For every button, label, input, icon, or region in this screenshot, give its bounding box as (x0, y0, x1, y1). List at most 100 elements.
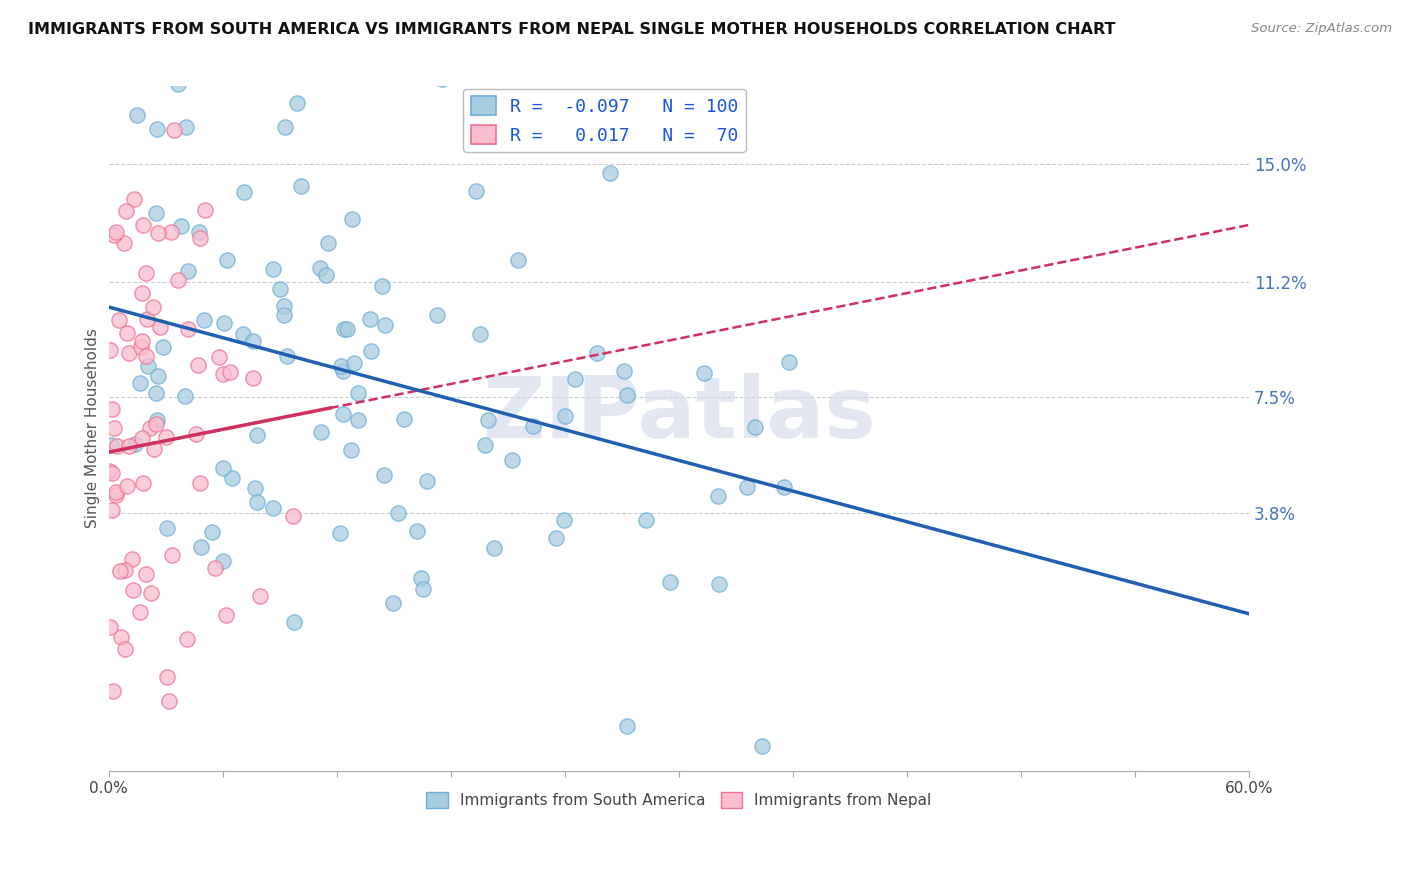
Point (212, 367, 235, 381)
Point (105, 488, 128, 502)
Point (194, 202, 217, 217)
Point (464, 185, 486, 199)
Point (530, 28, 553, 42)
Point (145, 386, 167, 401)
Point (131, 286, 153, 301)
Point (329, 525, 352, 540)
Point (112, 236, 135, 251)
Point (121, 583, 143, 598)
Point (114, 641, 136, 656)
Point (634, 513, 657, 527)
Point (146, 413, 169, 427)
Point (242, 370, 264, 384)
Point (146, 369, 169, 384)
Point (124, 437, 146, 451)
Point (212, 460, 235, 475)
Point (125, 868, 148, 882)
Point (107, 312, 129, 326)
Point (336, 322, 359, 336)
Point (544, 532, 567, 546)
Point (141, 586, 163, 600)
Point (332, 364, 354, 378)
Point (309, 425, 332, 439)
Point (111, 70, 134, 84)
Point (215, 608, 238, 623)
Point (187, 358, 209, 372)
Point (249, 589, 271, 603)
Point (474, 438, 496, 452)
Point (343, 356, 366, 370)
Point (141, 300, 163, 314)
Point (274, 120, 297, 134)
Point (360, 343, 382, 358)
Point (276, 349, 298, 363)
Point (118, 439, 141, 453)
Point (245, 481, 267, 495)
Point (184, 427, 207, 442)
Point (246, 427, 269, 442)
Point (273, 309, 295, 323)
Point (553, 513, 575, 527)
Point (98, 464, 121, 478)
Point (506, 252, 529, 267)
Point (105, 439, 128, 453)
Point (115, 326, 138, 340)
Point (98, 343, 121, 358)
Point (136, 359, 159, 373)
Point (332, 407, 354, 421)
Point (359, 312, 381, 326)
Point (131, 334, 153, 348)
Point (406, 524, 429, 539)
Point (285, 95, 308, 110)
Point (124, 193, 146, 207)
Point (176, 632, 198, 646)
Y-axis label: Single Mother Households: Single Mother Households (86, 328, 100, 528)
Point (98, 620, 121, 634)
Point (152, 782, 174, 797)
Point (121, 552, 143, 566)
Point (125, 108, 148, 122)
Point (340, 442, 363, 457)
Point (387, 506, 409, 520)
Point (128, 605, 150, 619)
Point (145, 206, 167, 220)
Point (108, 564, 131, 578)
Point (283, 615, 305, 630)
Point (152, 340, 174, 354)
Point (412, 582, 434, 596)
Point (659, 574, 682, 589)
Point (693, 366, 716, 380)
Legend: Immigrants from South America, Immigrants from Nepal: Immigrants from South America, Immigrant… (420, 786, 938, 814)
Point (737, 480, 759, 494)
Point (308, 261, 330, 276)
Point (129, 340, 152, 354)
Point (104, 225, 127, 239)
Point (114, 204, 136, 219)
Point (98, 805, 121, 819)
Point (470, 326, 492, 341)
Point (212, 316, 235, 330)
Text: ZIPatlas: ZIPatlas (482, 374, 876, 457)
Point (426, 308, 449, 322)
Point (564, 372, 586, 386)
Point (139, 421, 162, 435)
Point (176, 120, 198, 134)
Text: IMMIGRANTS FROM SOUTH AMERICA VS IMMIGRANTS FROM NEPAL SINGLE MOTHER HOUSEHOLDS : IMMIGRANTS FROM SOUTH AMERICA VS IMMIGRA… (28, 22, 1115, 37)
Point (211, 554, 233, 568)
Point (101, 401, 124, 416)
Point (110, 631, 132, 645)
Point (242, 334, 264, 348)
Point (409, 571, 432, 585)
Point (522, 418, 544, 433)
Point (142, 442, 165, 456)
Point (315, 268, 337, 282)
Point (707, 577, 730, 591)
Point (156, 520, 179, 534)
Point (269, 282, 291, 296)
Point (290, 178, 312, 193)
Point (193, 312, 215, 326)
Point (316, 235, 339, 250)
Point (333, 322, 356, 336)
Point (381, 596, 404, 610)
Point (201, 524, 224, 539)
